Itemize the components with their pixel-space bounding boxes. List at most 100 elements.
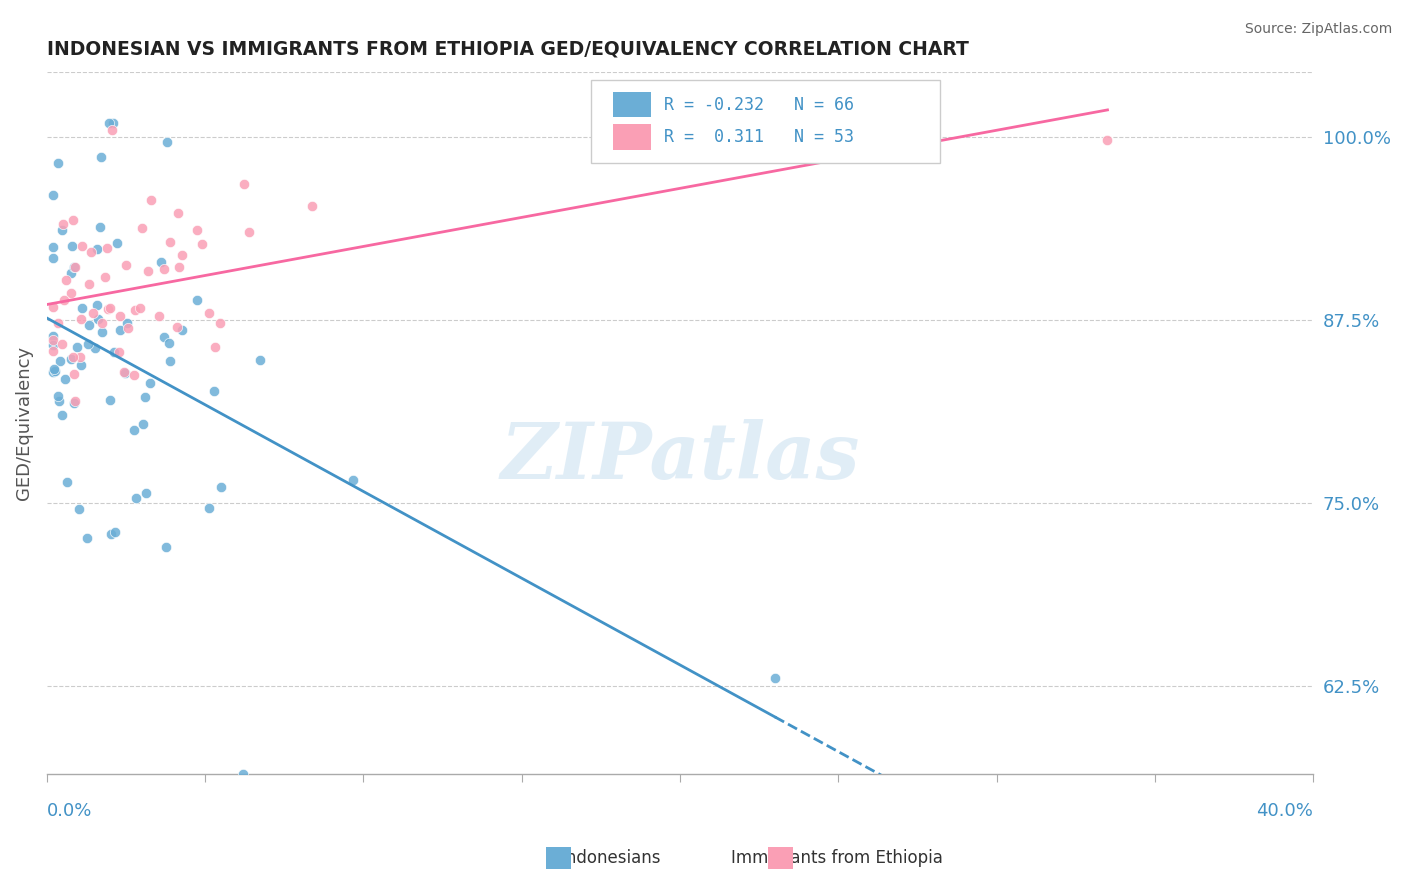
Point bbox=[42, 333, 65, 347]
Point bbox=[63, 260, 86, 275]
Point bbox=[124, 302, 146, 317]
Point bbox=[135, 486, 157, 500]
Point bbox=[69, 350, 91, 364]
Point bbox=[138, 376, 160, 391]
Point bbox=[51, 408, 73, 422]
Point bbox=[44, 364, 66, 378]
Point bbox=[249, 353, 271, 368]
Point bbox=[198, 500, 221, 515]
Point bbox=[42, 240, 65, 254]
Point bbox=[172, 323, 194, 337]
Point bbox=[153, 262, 176, 277]
Point bbox=[148, 309, 170, 323]
Text: Indonesians: Indonesians bbox=[562, 849, 661, 867]
Point bbox=[117, 316, 139, 330]
Point bbox=[89, 219, 111, 234]
Point bbox=[204, 341, 226, 355]
Point bbox=[42, 251, 65, 265]
Point bbox=[76, 531, 98, 545]
Point bbox=[114, 258, 136, 272]
Point bbox=[46, 316, 69, 330]
Point bbox=[108, 309, 131, 323]
Bar bbox=[613, 124, 651, 150]
Point bbox=[53, 293, 76, 308]
Point bbox=[42, 188, 65, 202]
Point bbox=[108, 323, 131, 337]
Point bbox=[134, 390, 156, 404]
Point bbox=[156, 136, 179, 150]
Point bbox=[98, 116, 121, 130]
Point bbox=[63, 260, 86, 274]
Point bbox=[186, 293, 208, 307]
Bar bbox=[613, 92, 651, 117]
Text: ZIPatlas: ZIPatlas bbox=[501, 419, 860, 496]
Point bbox=[141, 193, 163, 207]
Point bbox=[59, 266, 82, 280]
Point bbox=[70, 312, 93, 326]
FancyBboxPatch shape bbox=[592, 80, 939, 163]
Point bbox=[56, 475, 79, 489]
Point bbox=[202, 384, 225, 399]
Point bbox=[149, 254, 172, 268]
Point bbox=[301, 198, 323, 212]
Text: Source: ZipAtlas.com: Source: ZipAtlas.com bbox=[1244, 22, 1392, 37]
Point bbox=[763, 672, 786, 686]
Text: 0.0%: 0.0% bbox=[46, 802, 93, 820]
Point bbox=[131, 221, 153, 235]
Point bbox=[208, 316, 231, 330]
Text: Immigrants from Ethiopia: Immigrants from Ethiopia bbox=[731, 849, 942, 867]
Point bbox=[1097, 133, 1119, 147]
Point bbox=[51, 337, 73, 351]
Point bbox=[159, 235, 181, 250]
Point bbox=[166, 319, 188, 334]
Point bbox=[157, 336, 180, 351]
Point bbox=[42, 301, 65, 315]
Point bbox=[90, 316, 112, 330]
Point bbox=[342, 473, 364, 487]
Point bbox=[167, 260, 190, 275]
Point bbox=[166, 206, 188, 220]
Text: INDONESIAN VS IMMIGRANTS FROM ETHIOPIA GED/EQUIVALENCY CORRELATION CHART: INDONESIAN VS IMMIGRANTS FROM ETHIOPIA G… bbox=[46, 40, 969, 59]
Point bbox=[62, 350, 84, 364]
Point bbox=[62, 213, 84, 227]
Point bbox=[198, 306, 221, 320]
Point bbox=[42, 362, 65, 376]
Point bbox=[124, 368, 146, 382]
Point bbox=[155, 540, 177, 554]
Point bbox=[51, 223, 73, 237]
Point bbox=[172, 248, 194, 262]
Point bbox=[100, 527, 122, 541]
Point bbox=[76, 337, 98, 351]
Point bbox=[86, 242, 108, 256]
Point bbox=[117, 321, 139, 335]
Point bbox=[72, 239, 94, 253]
Point bbox=[42, 344, 65, 359]
Point bbox=[125, 491, 148, 505]
Point bbox=[55, 273, 77, 287]
Point bbox=[191, 237, 214, 252]
Point bbox=[98, 393, 121, 408]
Point bbox=[42, 338, 65, 352]
Point bbox=[97, 302, 120, 317]
Point bbox=[90, 150, 112, 164]
Point bbox=[103, 345, 125, 359]
Point bbox=[82, 306, 104, 320]
Point bbox=[60, 238, 83, 252]
Point bbox=[49, 354, 72, 368]
Point bbox=[186, 222, 208, 236]
Point bbox=[70, 301, 93, 315]
Point bbox=[42, 365, 65, 379]
Text: 40.0%: 40.0% bbox=[1257, 802, 1313, 820]
Point bbox=[79, 318, 101, 333]
Point bbox=[69, 358, 91, 372]
Point bbox=[60, 285, 83, 300]
Point bbox=[60, 352, 83, 367]
Point bbox=[63, 367, 86, 381]
Point bbox=[62, 396, 84, 410]
Point bbox=[87, 312, 110, 326]
Point bbox=[100, 123, 122, 137]
Point bbox=[96, 241, 118, 255]
Point bbox=[114, 366, 136, 380]
Point bbox=[108, 344, 131, 359]
Point bbox=[51, 217, 73, 231]
